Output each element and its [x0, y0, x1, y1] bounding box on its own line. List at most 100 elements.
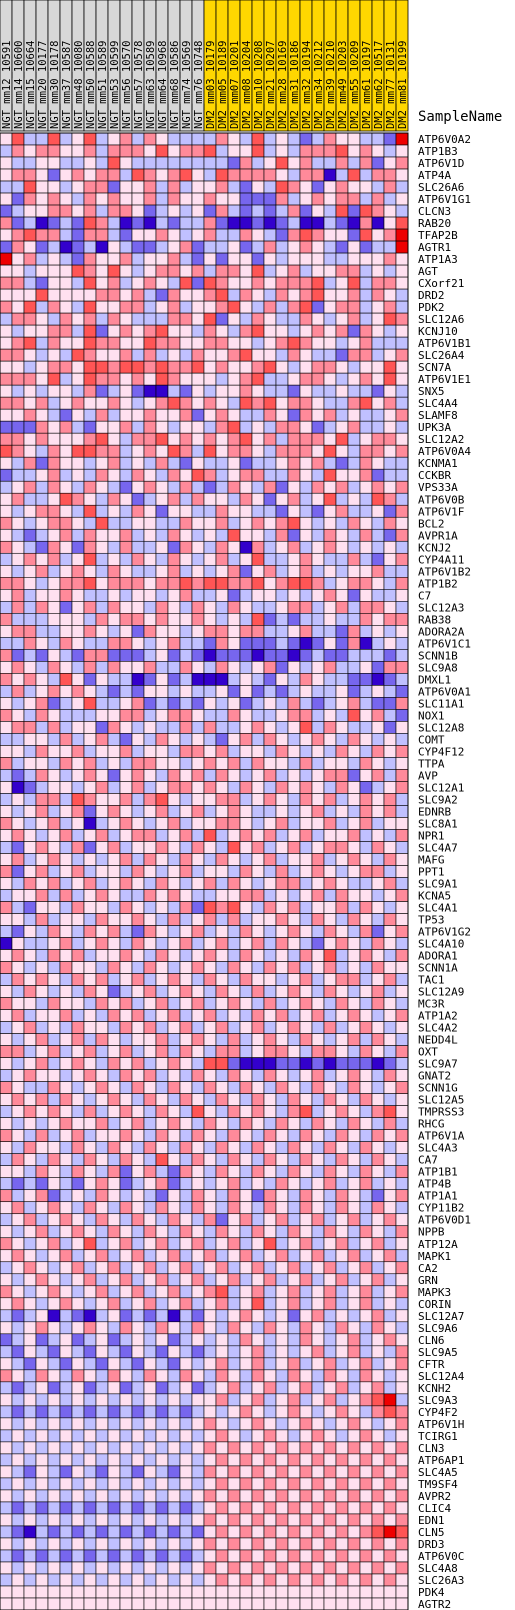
column-label: DM2_mm62_10517 [373, 40, 385, 129]
heatmap-cell [275, 336, 289, 350]
heatmap-cell [0, 949, 13, 962]
heatmap-cell [251, 769, 265, 782]
heatmap-cell [71, 1357, 85, 1371]
heatmap-cell [59, 1165, 73, 1179]
heatmap-cell [167, 420, 181, 434]
heatmap-cell [323, 264, 337, 278]
heatmap-cell [215, 1309, 229, 1323]
heatmap-cell [35, 528, 49, 542]
heatmap-cell [167, 913, 181, 926]
heatmap-cell [371, 1417, 385, 1431]
heatmap-cell [35, 1309, 49, 1323]
heatmap-cell [227, 625, 241, 638]
heatmap-cell [275, 1465, 289, 1479]
heatmap-cell [11, 1285, 25, 1299]
heatmap-cell [143, 444, 157, 458]
heatmap-cell [347, 1441, 361, 1455]
heatmap-cell [263, 216, 277, 230]
heatmap-cell [395, 1465, 409, 1479]
heatmap-cell [71, 841, 85, 854]
heatmap-cell [167, 1561, 181, 1575]
heatmap-cell [359, 396, 373, 410]
heatmap-cell [83, 1141, 97, 1154]
heatmap-cell [299, 192, 313, 206]
heatmap-cell [35, 1597, 49, 1610]
heatmap-cell [359, 745, 373, 758]
heatmap-cell [323, 1249, 337, 1263]
heatmap-cell [251, 276, 265, 290]
heatmap-cell [23, 685, 37, 698]
heatmap-cell [155, 865, 169, 878]
heatmap-cell [11, 144, 25, 158]
heatmap-cell [179, 480, 193, 494]
heatmap-cell [0, 1225, 13, 1239]
heatmap-cell [179, 276, 193, 290]
heatmap-cell [107, 997, 121, 1010]
heatmap-cell [155, 1357, 169, 1371]
heatmap-cell [11, 589, 25, 602]
heatmap-cell [347, 1201, 361, 1215]
heatmap-cell [263, 1465, 277, 1479]
heatmap-cell [203, 577, 217, 590]
heatmap-cell [35, 1333, 49, 1347]
heatmap-cell [275, 793, 289, 806]
heatmap-cell [359, 552, 373, 566]
heatmap-cell [83, 985, 97, 998]
heatmap-cell [227, 841, 241, 854]
heatmap-cell [251, 913, 265, 926]
heatmap-cell [287, 913, 301, 926]
heatmap-cell [167, 312, 181, 326]
heatmap-cell [359, 1333, 373, 1347]
heatmap-cell [263, 432, 277, 446]
heatmap-cell [119, 1273, 133, 1287]
heatmap-cell [71, 853, 85, 866]
heatmap-cell [383, 528, 397, 542]
heatmap-cell [191, 312, 205, 326]
heatmap-cell [131, 1081, 145, 1094]
heatmap-cell [359, 697, 373, 710]
heatmap-cell [215, 276, 229, 290]
heatmap-cell [311, 1405, 325, 1419]
heatmap-cell [143, 1237, 157, 1251]
row-label: EDN1 [418, 1514, 445, 1527]
heatmap-cell [275, 769, 289, 782]
heatmap-cell [311, 697, 325, 710]
heatmap-cell [107, 661, 121, 674]
heatmap-cell [47, 276, 61, 290]
heatmap-cell [119, 396, 133, 410]
heatmap-cell [131, 1177, 145, 1191]
heatmap-cell [155, 1213, 169, 1227]
heatmap-cell [47, 168, 61, 182]
heatmap-cell [239, 372, 253, 386]
heatmap-cell [239, 1465, 253, 1479]
heatmap-cell [47, 1321, 61, 1335]
heatmap-cell [47, 456, 61, 470]
heatmap-cell [347, 589, 361, 602]
heatmap-cell [179, 1117, 193, 1130]
heatmap-cell [395, 853, 409, 866]
heatmap-cell [371, 1213, 385, 1227]
heatmap-cell [95, 216, 109, 230]
heatmap-cell [47, 1573, 61, 1587]
heatmap-cell [359, 132, 373, 146]
heatmap-cell [143, 360, 157, 374]
heatmap-cell [263, 300, 277, 314]
heatmap-cell [35, 877, 49, 890]
heatmap-cell [47, 1273, 61, 1287]
heatmap-cell [287, 985, 301, 998]
heatmap-cell [263, 913, 277, 926]
heatmap-cell [83, 1513, 97, 1527]
heatmap-cell [0, 1093, 13, 1106]
heatmap-cell [47, 757, 61, 770]
heatmap-cell [299, 685, 313, 698]
heatmap-cell [263, 552, 277, 566]
row-label: ATP6V1G1 [418, 193, 471, 206]
heatmap-cell [35, 168, 49, 182]
heatmap-cell [359, 1153, 373, 1166]
heatmap-cell [359, 1201, 373, 1215]
heatmap-cell [287, 1261, 301, 1275]
heatmap-cell [95, 312, 109, 326]
heatmap-cell [35, 1417, 49, 1431]
heatmap-cell [11, 733, 25, 746]
heatmap-cell [371, 444, 385, 458]
